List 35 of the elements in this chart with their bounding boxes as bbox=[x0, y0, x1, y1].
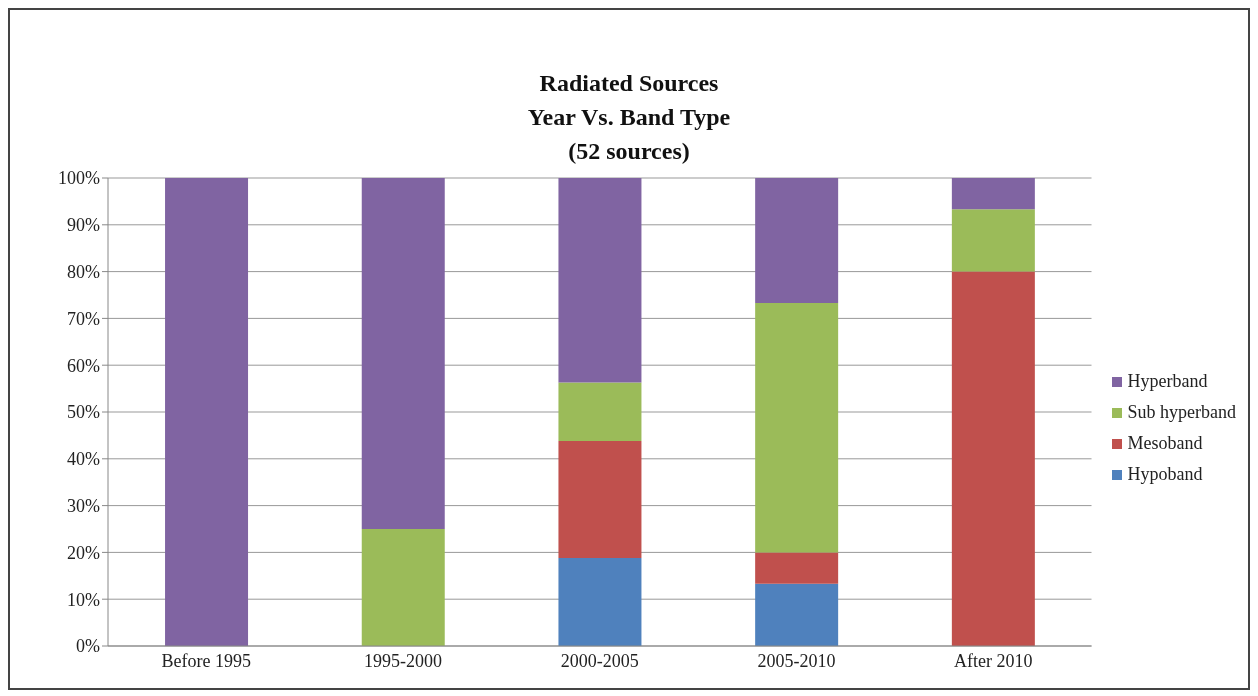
y-tick-label: 20% bbox=[67, 542, 100, 563]
x-tick-label: 2005-2010 bbox=[757, 650, 836, 671]
bar bbox=[951, 209, 1035, 272]
y-tick-label: 80% bbox=[67, 261, 100, 282]
y-tick-label: 90% bbox=[67, 215, 100, 236]
legend-label: Hyperband bbox=[1127, 371, 1208, 392]
legend-label: Mesoband bbox=[1127, 433, 1203, 454]
x-tick-label: 2000-2005 bbox=[560, 650, 639, 671]
y-tick-label: 100% bbox=[58, 168, 100, 189]
x-tick-label: 1995-2000 bbox=[364, 650, 443, 671]
bar bbox=[951, 271, 1035, 646]
bar bbox=[755, 178, 839, 303]
bar bbox=[558, 441, 642, 559]
bar bbox=[558, 558, 642, 646]
y-tick-label: 10% bbox=[67, 589, 100, 610]
y-tick-label: 30% bbox=[67, 495, 100, 516]
y-tick-label: 60% bbox=[67, 355, 100, 376]
legend-label: Sub hyperband bbox=[1127, 402, 1236, 423]
bar bbox=[165, 178, 249, 646]
bar bbox=[755, 552, 839, 584]
bar bbox=[558, 178, 642, 383]
y-tick-label: 70% bbox=[67, 308, 100, 329]
x-tick-label: Before 1995 bbox=[161, 650, 252, 671]
x-tick-label: After 2010 bbox=[953, 650, 1033, 671]
bar bbox=[558, 382, 642, 442]
bar bbox=[361, 529, 445, 646]
chart-title: Radiated Sources Year Vs. Band Type (52 sources) bbox=[526, 69, 732, 166]
y-tick-label: 0% bbox=[76, 636, 100, 657]
bar bbox=[755, 583, 839, 646]
bar bbox=[951, 178, 1035, 210]
bar bbox=[361, 178, 445, 529]
legend-label: Hypoband bbox=[1127, 464, 1203, 485]
y-tick-label: 50% bbox=[67, 402, 100, 423]
y-tick-label: 40% bbox=[67, 449, 100, 470]
bar bbox=[755, 302, 839, 553]
